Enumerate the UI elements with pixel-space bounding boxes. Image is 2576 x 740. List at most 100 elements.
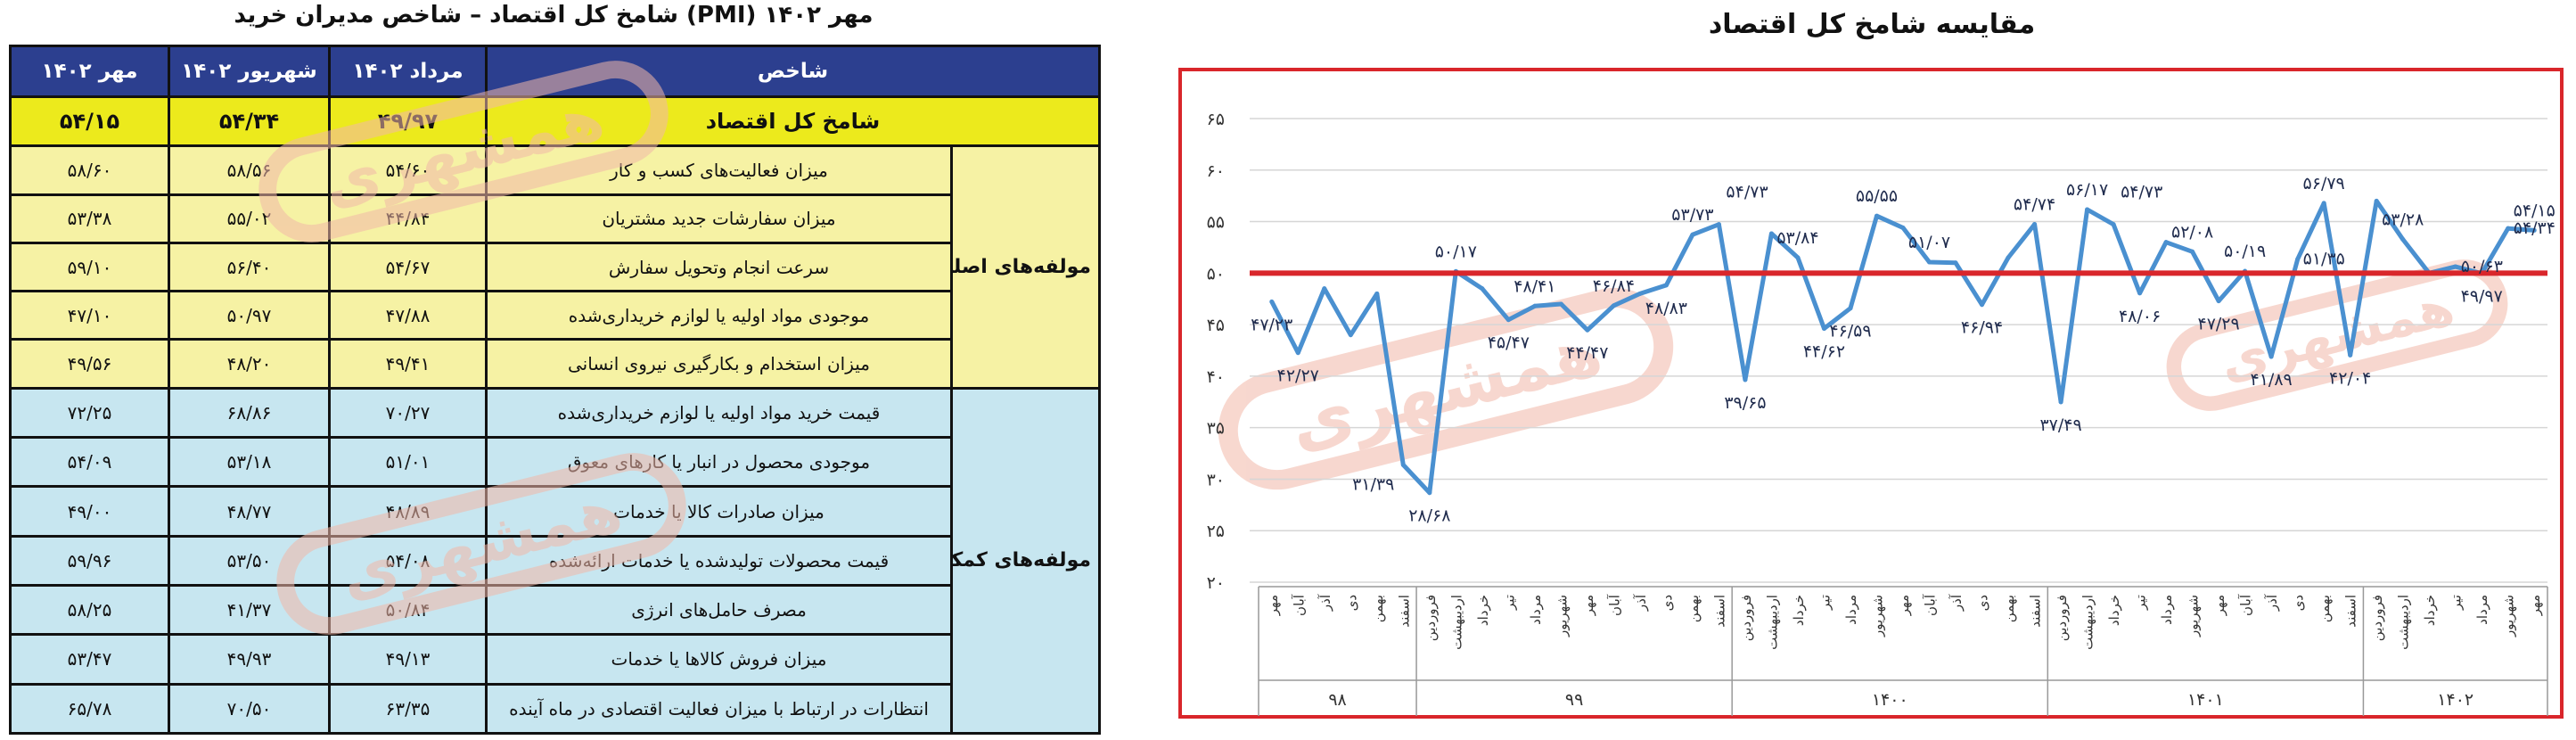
- data-label: ۴۱/۸۹: [2251, 370, 2293, 390]
- series-point: [1505, 317, 1511, 323]
- series-point: [2032, 222, 2038, 227]
- series-point: [2058, 399, 2063, 405]
- x-tick-label: اسفند: [2028, 595, 2044, 628]
- x-tick-label: بهمن: [1370, 595, 1386, 622]
- year-label: ۱۴۰۰: [1872, 690, 1908, 710]
- data-label: ۵۴/۷۳: [2121, 183, 2162, 202]
- header-shahrivar: شهریور ۱۴۰۲: [168, 45, 331, 98]
- x-tick-label: تیر: [2449, 595, 2465, 611]
- x-tick-label: تیر: [2133, 595, 2149, 611]
- series-point: [1585, 327, 1590, 333]
- x-tick-label: مهر: [2211, 595, 2227, 616]
- x-tick-label: دی: [1659, 595, 1675, 611]
- row-value: ۵۸/۶۰: [9, 144, 170, 196]
- x-tick-label: مهر: [2527, 595, 2543, 616]
- data-label: ۵۰/۶۳: [2461, 257, 2503, 276]
- row-value: ۶۳/۳۵: [328, 682, 488, 736]
- series-point: [1663, 283, 1669, 288]
- row-value: ۴۸/۸۹: [328, 485, 488, 538]
- table-row: سرعت انجام وتحویل سفارش ۵۴/۶۷ ۵۶/۴۰ ۵۹/۱۰: [9, 241, 1100, 293]
- data-label: ۵۰/۱۹: [2224, 242, 2266, 261]
- data-label: ۴۸/۸۳: [1645, 299, 1687, 318]
- series-point: [1716, 222, 1721, 227]
- x-tick-label: دی: [2291, 595, 2307, 611]
- series-point: [1611, 303, 1616, 308]
- data-label: ۴۶/۵۹: [1829, 322, 1871, 341]
- table-title: شامخ کل اقتصاد – شاخص مدیران خرید (PMI) …: [234, 2, 874, 29]
- x-tick-label: دی: [1975, 595, 1991, 611]
- x-tick-label: خرداد: [1791, 595, 1807, 626]
- data-label: ۴۴/۴۷: [1566, 343, 1608, 363]
- year-label: ۹۸: [1328, 690, 1346, 710]
- x-tick-label: مرداد: [1528, 595, 1544, 625]
- series-point: [2085, 207, 2090, 212]
- data-label: ۵۶/۱۷: [2066, 180, 2108, 200]
- row-value: ۶۸/۸۶: [168, 386, 331, 440]
- y-tick-label: ۲۰: [1207, 573, 1225, 593]
- table-row: مولفه‌های کمکیقیمت خرید مواد اولیه یا لو…: [9, 386, 1101, 736]
- data-label: ۵۶/۷۹: [2303, 174, 2345, 193]
- x-tick-label: اردیبهشت: [2080, 595, 2096, 650]
- year-label: ۱۴۰۱: [2187, 690, 2224, 710]
- series-point: [1743, 377, 1748, 382]
- row-value: ۵۴/۰۹: [9, 436, 170, 489]
- row-name: قیمت محصولات تولیدشده یا خدمات ارائه‌شده: [485, 534, 953, 587]
- series-point: [1348, 333, 1353, 338]
- data-label: ۵۴/۱۵: [2514, 201, 2555, 220]
- series-point: [2374, 198, 2379, 203]
- x-tick-label: خرداد: [1475, 595, 1491, 626]
- watermark-ring: [1218, 287, 1674, 490]
- row-name: میزان فعالیت‌های کسب و کار: [485, 144, 953, 196]
- row-value: ۴۷/۱۰: [9, 290, 170, 341]
- x-tick-label: مهر: [1896, 595, 1912, 616]
- year-label: ۱۴۰۲: [2437, 690, 2473, 710]
- row-value: ۵۶/۴۰: [168, 241, 331, 293]
- y-tick-label: ۳۰: [1207, 470, 1225, 489]
- row-name: میزان سفارشات جدید مشتریان: [485, 193, 953, 244]
- table-row: مصرف حامل‌های انرژی ۵۰/۸۴ ۴۱/۳۷ ۵۸/۲۵: [9, 583, 1100, 637]
- row-value: ۴۱/۳۷: [168, 583, 331, 637]
- header-index: شاخص: [485, 45, 1101, 98]
- y-tick-label: ۵۵: [1207, 213, 1225, 233]
- total-row-value: ۵۴/۱۵: [9, 95, 170, 148]
- series-point: [1821, 326, 1826, 332]
- y-tick-label: ۴۰: [1207, 367, 1225, 387]
- year-label: ۹۹: [1565, 690, 1583, 710]
- group-label: مولفه‌های اصلی: [950, 144, 1101, 390]
- row-value: ۴۹/۴۱: [328, 338, 488, 390]
- row-value: ۵۹/۹۶: [9, 534, 170, 587]
- x-tick-label: مرداد: [2474, 595, 2490, 625]
- series-point: [2400, 236, 2406, 242]
- x-tick-label: فروردین: [1423, 595, 1439, 641]
- x-tick-label: فروردین: [2369, 595, 2385, 641]
- x-tick-label: تیر: [1501, 595, 1517, 611]
- row-value: ۶۵/۷۸: [9, 682, 170, 736]
- y-tick-label: ۶۵: [1207, 110, 1225, 129]
- x-tick-label: تیر: [1817, 595, 1833, 611]
- row-name: موجودی محصول در انبار یا کارهای معوق: [485, 436, 953, 489]
- x-tick-label: اردیبهشت: [1764, 595, 1780, 650]
- x-tick-label: آبان: [1923, 594, 1939, 616]
- row-name: میزان استخدام و بکارگیری نیروی انسانی: [485, 338, 953, 390]
- data-label: ۴۶/۸۴: [1593, 276, 1635, 296]
- series-point: [1295, 350, 1300, 356]
- series-point: [2268, 354, 2274, 359]
- series-point: [1927, 259, 1932, 265]
- x-tick-label: آذر: [1633, 594, 1649, 612]
- row-value: ۴۹/۹۳: [168, 633, 331, 686]
- x-tick-label: بهمن: [2001, 595, 2017, 622]
- row-value: ۴۸/۲۰: [168, 338, 331, 390]
- x-tick-label: آبان: [1291, 594, 1307, 616]
- total-row-value: ۵۴/۳۴: [168, 95, 331, 148]
- data-label: ۵۳/۲۸: [2382, 210, 2424, 229]
- x-tick-label: مهر: [1265, 595, 1281, 616]
- x-tick-label: بهمن: [2317, 595, 2333, 622]
- data-label: ۳۷/۴۹: [2039, 415, 2081, 435]
- data-label: ۵۲/۰۸: [2171, 222, 2213, 242]
- row-value: ۵۹/۱۰: [9, 241, 170, 293]
- table-row: میزان صادرات کالا یا خدمات ۴۸/۸۹ ۴۸/۷۷ ۴۹/۰…: [9, 485, 1100, 538]
- x-tick-label: شهریور: [2501, 595, 2517, 637]
- row-value: ۵۰/۸۴: [328, 583, 488, 637]
- table-body: شامخ کل اقتصاد ۴۹/۹۷ ۵۴/۳۴ ۵۴/۱۵ مولفه‌ه…: [9, 95, 1101, 736]
